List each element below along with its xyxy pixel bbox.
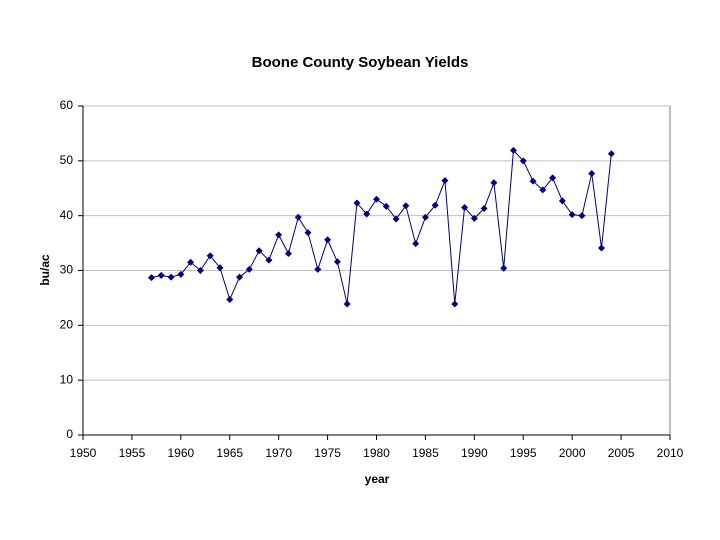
data-point — [382, 202, 390, 210]
data-point — [363, 210, 371, 218]
data-point — [598, 244, 606, 252]
x-tick-label: 1970 — [265, 446, 292, 460]
data-point — [236, 273, 244, 281]
y-tick-label: 20 — [60, 318, 74, 332]
data-point — [167, 273, 175, 281]
x-tick-label: 1950 — [70, 446, 97, 460]
y-axis-label: bu/ac — [38, 254, 52, 286]
data-point — [402, 202, 410, 210]
data-point — [206, 252, 214, 260]
data-point — [265, 256, 273, 264]
data-point — [480, 205, 488, 213]
data-point — [461, 203, 469, 211]
x-tick-label: 1955 — [119, 446, 146, 460]
data-point — [539, 186, 547, 194]
x-tick-label: 1995 — [510, 446, 537, 460]
data-point — [490, 179, 498, 187]
data-point — [519, 157, 527, 165]
data-point — [412, 240, 420, 248]
x-tick-label: 1990 — [461, 446, 488, 460]
series-line — [151, 149, 612, 305]
y-tick-label: 50 — [60, 153, 74, 167]
data-point — [157, 271, 165, 279]
x-axis-label: year — [365, 472, 390, 486]
data-point — [245, 265, 253, 273]
data-point — [470, 214, 478, 222]
data-point — [578, 212, 586, 220]
chart-title: Boone County Soybean Yields — [252, 54, 469, 71]
data-point — [314, 265, 322, 273]
data-point — [568, 211, 576, 219]
y-tick-label: 40 — [60, 208, 74, 222]
data-point — [588, 169, 596, 177]
x-tick-label: 1965 — [216, 446, 243, 460]
data-point — [558, 197, 566, 205]
data-point — [421, 213, 429, 221]
data-point — [441, 177, 449, 185]
x-tick-label: 2000 — [559, 446, 586, 460]
x-tick-label: 1985 — [412, 446, 439, 460]
data-point — [216, 264, 224, 272]
x-tick-label: 2005 — [608, 446, 635, 460]
data-point — [431, 201, 439, 209]
data-point — [353, 199, 361, 207]
data-point — [196, 267, 204, 274]
data-point — [509, 146, 517, 154]
data-point — [284, 250, 292, 258]
data-point — [187, 258, 195, 266]
y-tick-label: 30 — [60, 263, 74, 277]
data-point — [147, 274, 155, 282]
x-tick-label: 1975 — [314, 446, 341, 460]
x-tick-label: 1960 — [167, 446, 194, 460]
y-tick-label: 60 — [60, 98, 74, 112]
y-tick-label: 10 — [60, 372, 74, 386]
data-point — [500, 264, 508, 272]
data-point — [607, 150, 615, 158]
x-tick-label: 1980 — [363, 446, 390, 460]
data-point — [529, 177, 537, 185]
data-point — [294, 213, 302, 221]
y-tick-label: 0 — [66, 427, 73, 441]
data-point — [549, 174, 557, 182]
data-point — [226, 296, 234, 304]
data-point — [304, 229, 312, 237]
data-point — [451, 300, 459, 308]
data-point — [343, 300, 351, 308]
data-point — [333, 258, 341, 266]
data-point — [255, 247, 263, 255]
data-point — [373, 195, 380, 203]
data-point — [392, 215, 400, 223]
data-point — [275, 231, 283, 239]
x-tick-label: 2010 — [657, 446, 684, 460]
data-point — [324, 236, 332, 244]
data-point — [177, 270, 185, 278]
